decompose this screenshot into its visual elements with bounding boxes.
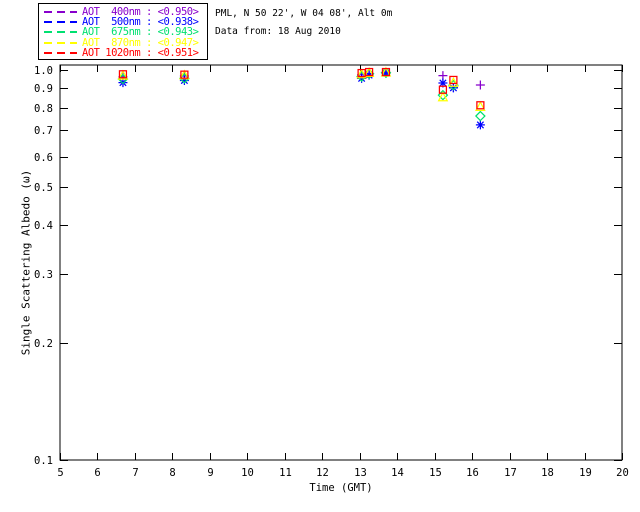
x-tick-label: 7 bbox=[132, 467, 138, 479]
y-tick-label: 0.1 bbox=[34, 455, 53, 467]
data-point-aot-1020nm bbox=[381, 67, 391, 77]
y-axis-title: Single Scattering Albedo (ω) bbox=[19, 169, 33, 356]
data-point-aot-500nm bbox=[438, 78, 448, 88]
legend-label: AOT 675nm : <0.943> bbox=[82, 26, 199, 39]
legend-label: AOT 1020nm : <0.951> bbox=[82, 46, 199, 59]
data-point-aot-400nm bbox=[475, 80, 485, 90]
x-tick-label: 15 bbox=[429, 467, 442, 479]
x-tick-label: 9 bbox=[207, 467, 213, 479]
data-point-aot-500nm bbox=[118, 78, 128, 88]
data-point-aot-1020nm bbox=[476, 101, 485, 110]
data-point-aot-870nm bbox=[437, 91, 449, 102]
plot-frame bbox=[59, 64, 623, 461]
data-point-aot-1020nm bbox=[364, 67, 374, 77]
y-tick-label: 0.5 bbox=[34, 182, 53, 194]
legend-line-sample bbox=[44, 11, 77, 14]
legend-item-870nm: AOT 870nm : <0.947> bbox=[44, 36, 207, 49]
y-tick-label: 0.2 bbox=[34, 338, 53, 350]
x-tick-label: 5 bbox=[57, 467, 63, 479]
legend-label: AOT 870nm : <0.947> bbox=[82, 36, 199, 49]
y-tick-label: 1.0 bbox=[34, 65, 53, 77]
data-point-aot-675nm bbox=[474, 110, 486, 122]
data-point-aot-500nm bbox=[381, 68, 391, 78]
x-tick-label: 12 bbox=[316, 467, 329, 479]
legend-item-400nm: AOT 400nm : <0.950> bbox=[44, 7, 207, 17]
x-tick-label: 6 bbox=[94, 467, 100, 479]
data-point-aot-500nm bbox=[448, 83, 458, 93]
legend-box: AOT 400nm : <0.950> AOT 500nm : <0.938> … bbox=[38, 3, 208, 60]
y-tick-label: 0.6 bbox=[34, 152, 53, 164]
data-point-aot-1020nm bbox=[438, 85, 448, 94]
x-tick-label: 19 bbox=[579, 467, 592, 479]
x-tick-label: 10 bbox=[241, 467, 254, 479]
data-point-aot-870nm bbox=[475, 100, 486, 111]
data-point-aot-870nm bbox=[363, 66, 375, 77]
y-tick-label: 0.8 bbox=[34, 103, 53, 115]
x-axis-title: Time (GMT) bbox=[309, 482, 373, 494]
legend-line-sample bbox=[44, 51, 77, 54]
y-tick-label: 0.4 bbox=[34, 220, 53, 232]
x-tick-label: 17 bbox=[504, 467, 517, 479]
x-tick-label: 13 bbox=[354, 467, 367, 479]
y-tick-label: 0.3 bbox=[34, 269, 53, 281]
data-point-aot-870nm bbox=[117, 69, 129, 80]
x-tick-label: 16 bbox=[466, 467, 479, 479]
legend-line-sample bbox=[44, 41, 77, 44]
data-point-aot-1020nm bbox=[449, 75, 458, 85]
legend-item-500nm: AOT 500nm : <0.938> bbox=[44, 16, 207, 29]
y-tick-label: 0.7 bbox=[34, 125, 53, 137]
legend-line-sample bbox=[44, 21, 77, 24]
station-info: PML, N 50 22', W 04 08', Alt 0m bbox=[215, 8, 393, 19]
legend-label: AOT 500nm : <0.938> bbox=[82, 16, 199, 29]
x-tick-label: 20 bbox=[616, 467, 629, 479]
y-tick-label: 0.9 bbox=[34, 83, 53, 95]
legend-line-sample bbox=[44, 31, 77, 34]
data-point-aot-500nm bbox=[179, 75, 189, 85]
x-tick-label: 11 bbox=[279, 467, 292, 479]
x-tick-label: 18 bbox=[541, 467, 554, 479]
data-point-aot-870nm bbox=[356, 68, 367, 79]
legend-label: AOT 400nm : <0.950> bbox=[82, 6, 199, 19]
data-point-aot-500nm bbox=[475, 120, 485, 130]
legend-item-1020nm: AOT 1020nm : <0.951> bbox=[44, 48, 207, 58]
x-tick-label: 8 bbox=[169, 467, 175, 479]
x-tick-label: 14 bbox=[391, 467, 404, 479]
data-date: Data from: 18 Aug 2010 bbox=[215, 26, 341, 37]
data-point-aot-1020nm bbox=[118, 70, 128, 79]
data-point-aot-870nm bbox=[448, 76, 459, 87]
legend-item-675nm: AOT 675nm : <0.943> bbox=[44, 26, 207, 39]
data-point-aot-1020nm bbox=[180, 70, 189, 79]
